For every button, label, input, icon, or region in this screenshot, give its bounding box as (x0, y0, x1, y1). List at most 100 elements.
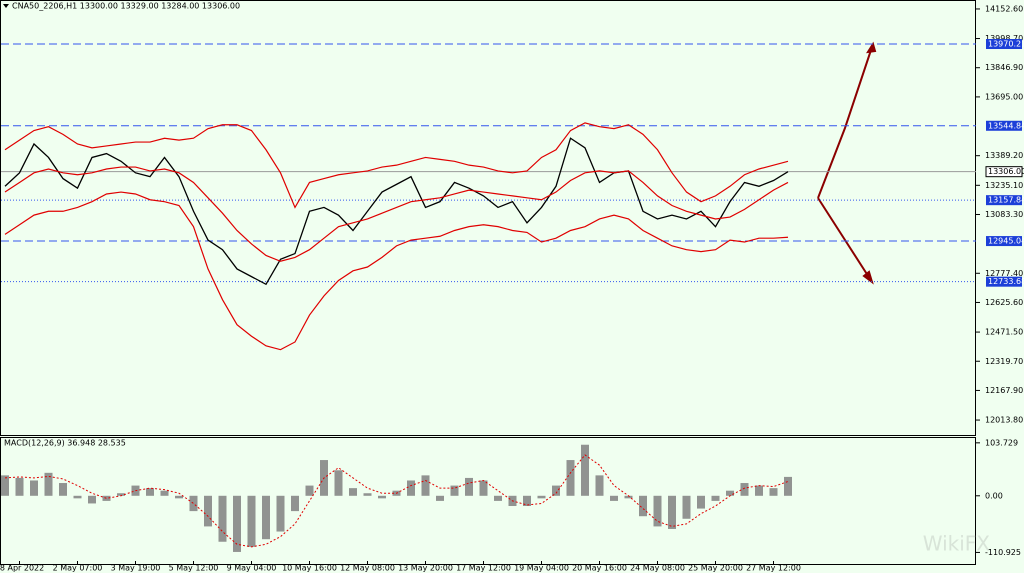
macd-bar (639, 495, 647, 517)
macd-bar (711, 495, 720, 501)
price-line (4, 166, 789, 262)
price-tag-label: 13544.84 (988, 121, 1024, 130)
macd-bar (378, 495, 386, 499)
y-tick-label: 0.00 (985, 491, 1003, 500)
macd-bar (363, 493, 372, 496)
macd-bar (189, 495, 198, 512)
macd-panel (0, 437, 976, 565)
macd-bar (349, 488, 357, 496)
macd-bar (30, 480, 38, 496)
macd-bar (610, 495, 618, 501)
macd-bar (88, 495, 96, 504)
signal-line (4, 454, 789, 548)
y-tick-label: 12777.40 (985, 269, 1023, 278)
x-tick-label: 25 May 20:00 (688, 564, 743, 573)
y-tick-label: 13846.90 (985, 63, 1023, 72)
x-tick-label: 27 May 12:00 (746, 564, 801, 573)
main-panel (0, 0, 976, 436)
x-tick-label: 9 May 04:00 (227, 564, 277, 573)
arrowhead (862, 270, 874, 285)
macd-bar (305, 485, 314, 496)
macd-bar (537, 495, 546, 499)
x-tick-label: 3 May 19:00 (111, 564, 161, 573)
macd-bar (44, 472, 53, 496)
y-tick-label: 12013.80 (985, 416, 1023, 425)
x-tick-label: 12 May 08:00 (340, 564, 395, 573)
y-tick-label: 13998.70 (985, 34, 1023, 43)
macd-bar (1, 475, 9, 496)
x-tick-label: 5 May 12:00 (169, 564, 219, 573)
price-tag-label: 13970.21 (988, 40, 1024, 49)
macd-bar (465, 477, 473, 496)
macd-bar (450, 485, 459, 496)
macd-bar (291, 495, 299, 512)
macd-bar (653, 495, 662, 527)
macd-bar (160, 490, 169, 496)
macd-bar (15, 477, 24, 496)
macd-bar (102, 495, 111, 501)
macd-bar (740, 483, 749, 496)
x-tick-label: 20 May 16:00 (572, 564, 627, 573)
y-tick-label: 13695.00 (985, 92, 1023, 101)
y-tick-label: 12625.60 (985, 298, 1023, 307)
macd-bar (769, 488, 778, 496)
y-tick-label: -110.925 (985, 548, 1021, 557)
macd-bar (682, 495, 691, 519)
price-line (4, 122, 789, 209)
macd-bar (117, 493, 125, 496)
macd-title: MACD(12,26,9) 36.948 28.535 (4, 439, 126, 448)
macd-bar (262, 495, 270, 540)
macd-bar (175, 495, 183, 499)
price-tag (985, 166, 1023, 178)
price-line (4, 191, 789, 351)
x-tick-label: 24 May 08:00 (630, 564, 685, 573)
price-tag-label: 13306.00 (988, 167, 1024, 176)
y-tick-label: 12167.90 (985, 386, 1023, 395)
macd-bar (479, 480, 488, 496)
macd-bar (73, 495, 82, 499)
y-tick-label: 12319.70 (985, 357, 1023, 366)
forecast-arrows (817, 41, 877, 285)
price-tag (986, 236, 1022, 247)
macd-bar (755, 485, 763, 496)
y-tick-label: 14152.60 (985, 4, 1023, 13)
macd-bar (523, 495, 531, 507)
y-tick-label: 103.729 (985, 438, 1018, 447)
macd-bar (784, 476, 792, 496)
price-tag (986, 195, 1022, 206)
arrow-up (817, 43, 874, 199)
y-tick-label: 12471.50 (985, 328, 1023, 337)
x-tick-label: 2 May 07:00 (53, 564, 103, 573)
y-tick-label: 13083.30 (985, 210, 1023, 219)
price-tag (986, 120, 1022, 131)
menu-arrow[interactable] (3, 4, 9, 8)
macd-bar (726, 490, 734, 496)
macd-bar (494, 495, 502, 501)
y-tick-label: 13389.20 (985, 151, 1023, 160)
macd-bar (421, 475, 430, 496)
macd-bar (59, 483, 67, 496)
x-tick-label: 13 May 20:00 (398, 564, 453, 573)
macd-bar (595, 475, 604, 496)
price-line (4, 137, 789, 286)
macd-bar (276, 495, 285, 532)
macd-bar (668, 495, 676, 529)
macd-bar (204, 495, 212, 527)
macd-bar (407, 480, 415, 496)
macd-bar (218, 495, 227, 542)
price-tag (986, 276, 1022, 287)
macd-bar (146, 488, 154, 496)
chart-title: CNA50_2206,H1 13300.00 13329.00 13284.00… (12, 2, 240, 11)
macd-bar (697, 495, 705, 509)
x-tick-label: 28 Apr 2022 (0, 564, 44, 573)
price-tag (986, 39, 1022, 50)
macd-bar (581, 444, 589, 496)
price-tag-label: 12733.68 (988, 277, 1024, 286)
price-tag-label: 12945.04 (988, 237, 1024, 246)
price-tag-label: 13157.84 (988, 196, 1024, 205)
arrow-down (817, 197, 873, 283)
x-tick-label: 19 May 04:00 (514, 564, 569, 573)
macd-bar (552, 485, 560, 496)
